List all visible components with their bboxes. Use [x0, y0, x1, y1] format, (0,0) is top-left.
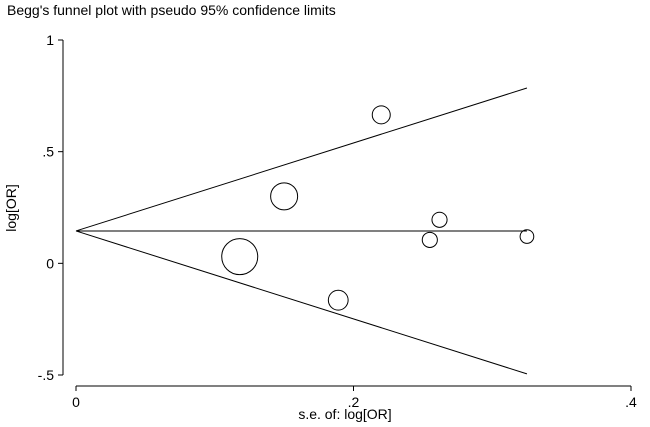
x-tick-label: .4: [625, 394, 637, 410]
study-point: [519, 229, 535, 244]
study-point: [421, 231, 438, 248]
study-point: [221, 238, 259, 276]
x-axis-label: s.e. of: log[OR]: [298, 406, 391, 422]
y-tick-label: 1: [46, 32, 54, 48]
lower-confidence-limit: [75, 230, 528, 375]
x-tick-label: 0: [72, 394, 80, 410]
y-tick-label: 0: [46, 255, 54, 271]
confidence-lines: [75, 87, 528, 375]
x-tick-label: .2: [348, 394, 360, 410]
study-point: [431, 211, 448, 228]
axes: -.5 0 .5 1 0 .2 .4: [38, 32, 637, 410]
study-point: [371, 105, 391, 125]
study-point: [327, 289, 349, 311]
y-tick-label: -.5: [38, 367, 55, 383]
study-points: [221, 105, 535, 311]
upper-confidence-limit: [75, 87, 528, 232]
chart-title: Begg's funnel plot with pseudo 95% confi…: [7, 2, 336, 18]
y-tick-label: .5: [42, 144, 54, 160]
y-axis-label: log[OR]: [3, 184, 19, 231]
study-point: [270, 182, 299, 211]
